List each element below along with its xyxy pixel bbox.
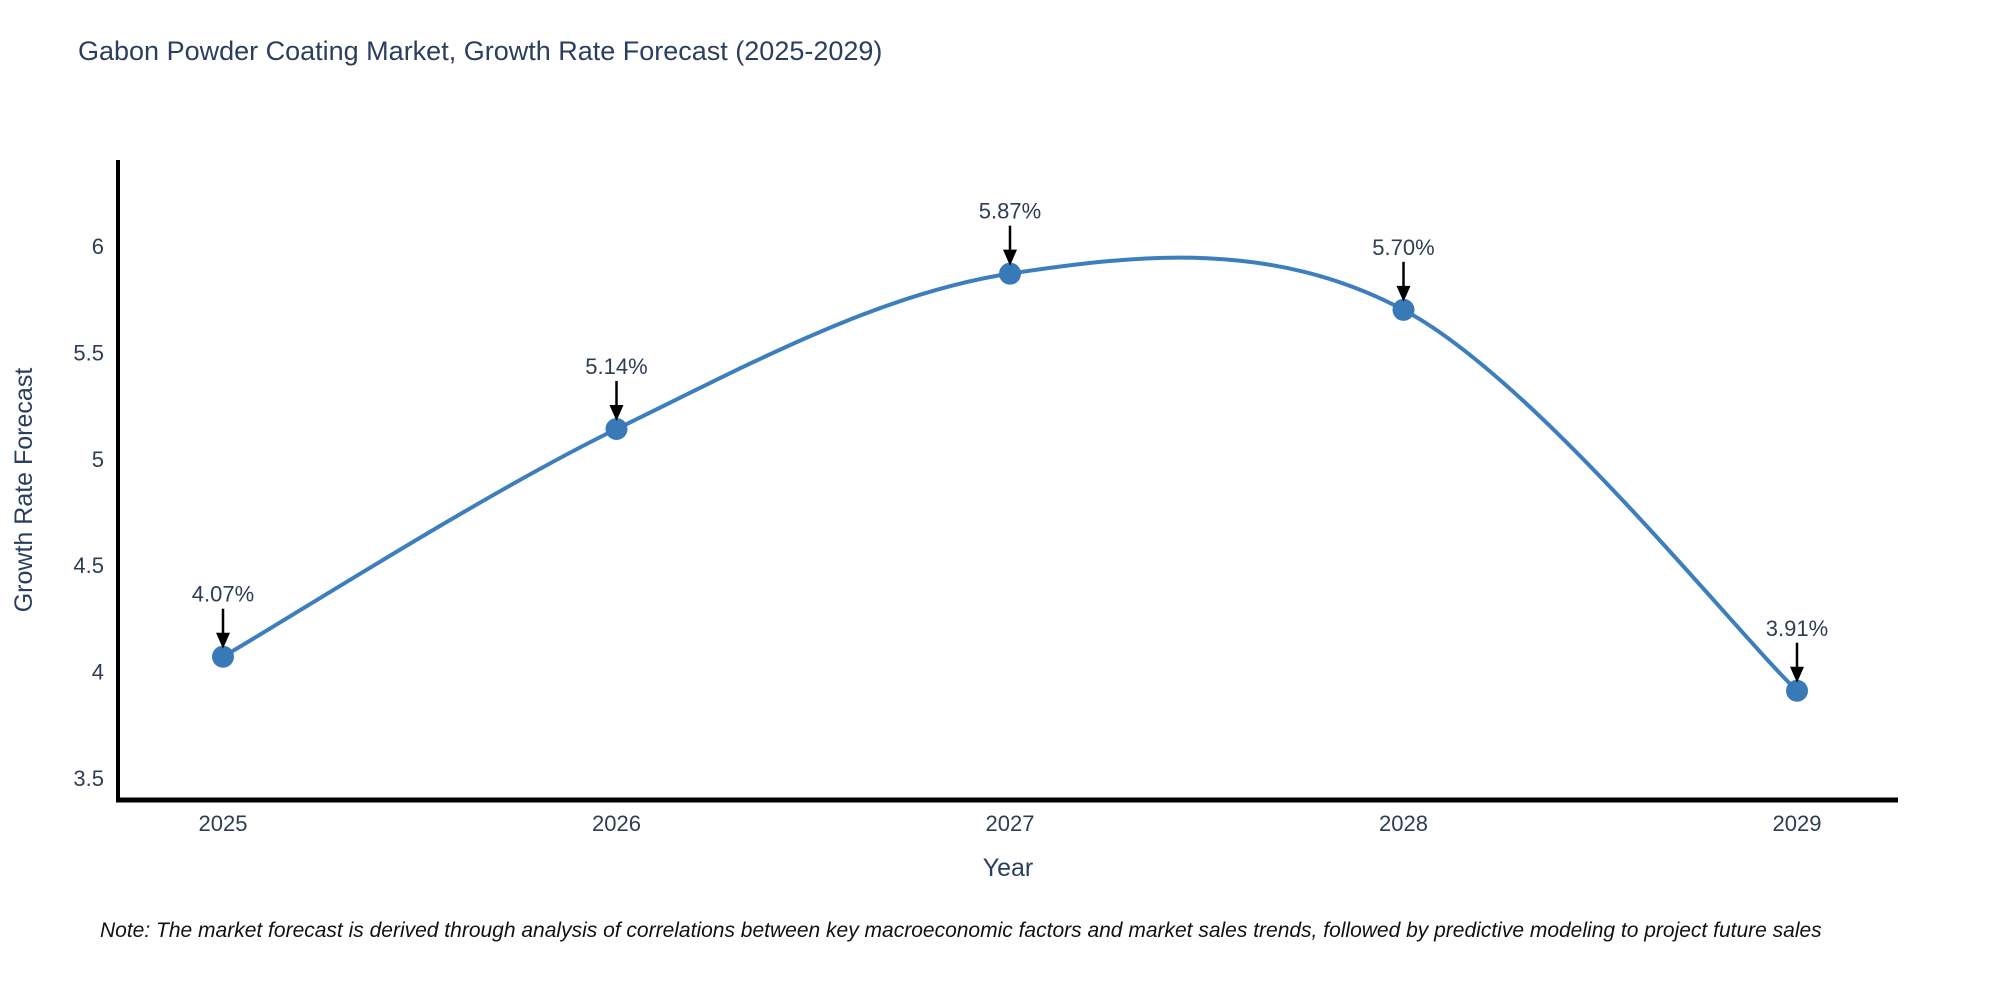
y-tick-label: 3.5: [73, 766, 104, 791]
annotation-label: 4.07%: [192, 582, 254, 607]
data-point-marker: [999, 262, 1021, 285]
x-tick-label: 2026: [592, 811, 641, 836]
x-tick-label: 2027: [986, 811, 1035, 836]
data-point-marker: [1392, 298, 1415, 321]
forecast-curve: [221, 255, 1799, 693]
y-tick-label: 5: [92, 447, 104, 472]
annotation-arrowhead: [1790, 666, 1804, 683]
annotation-label: 5.87%: [979, 199, 1041, 224]
data-point-marker: [1786, 679, 1808, 702]
x-tick-label: 2025: [199, 811, 248, 836]
annotation-label: 3.91%: [1766, 616, 1828, 641]
data-point-marker: [605, 418, 628, 441]
y-tick-label: 5.5: [73, 340, 104, 365]
y-tick-label: 4: [92, 660, 104, 685]
x-tick-label: 2029: [1773, 811, 1822, 836]
x-tick-label: 2028: [1379, 811, 1428, 836]
data-point-marker: [212, 645, 234, 668]
y-tick-label: 6: [92, 234, 104, 259]
annotation-arrowhead: [1396, 285, 1411, 302]
y-tick-label: 4.5: [73, 553, 104, 578]
x-axis-title: Year: [983, 854, 1034, 882]
annotation-label: 5.70%: [1372, 235, 1434, 260]
y-axis-title: Growth Rate Forecast: [10, 368, 38, 613]
annotation-label: 5.14%: [585, 354, 647, 379]
annotation-arrowhead: [1003, 249, 1017, 266]
annotation-arrowhead: [216, 632, 230, 649]
footnote-text: Note: The market forecast is derived thr…: [100, 919, 1822, 942]
chart-title: Gabon Powder Coating Market, Growth Rate…: [78, 36, 883, 66]
annotation-arrowhead: [609, 405, 624, 422]
